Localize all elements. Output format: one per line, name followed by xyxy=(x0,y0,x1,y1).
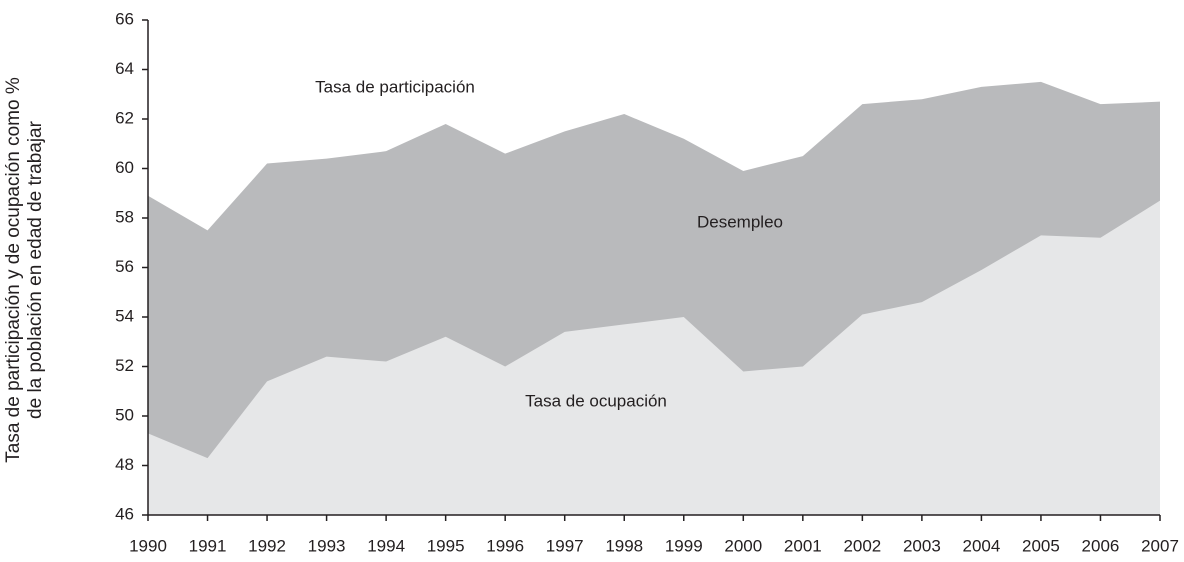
y-tick-label: 66 xyxy=(115,9,134,28)
y-tick-label: 46 xyxy=(115,504,134,523)
x-tick-label: 1999 xyxy=(665,536,703,555)
y-tick-label: 48 xyxy=(115,455,134,474)
y-tick-label: 50 xyxy=(115,405,134,424)
x-tick-label: 2003 xyxy=(903,536,941,555)
area xyxy=(148,200,1160,516)
y-tick-label: 54 xyxy=(115,306,134,325)
y-tick-label: 60 xyxy=(115,158,134,177)
x-tick-label: 1994 xyxy=(367,536,405,555)
y-tick-label: 62 xyxy=(115,108,134,127)
x-tick-label: 1997 xyxy=(546,536,584,555)
y-tick-label: 52 xyxy=(115,356,134,375)
x-tick-label: 2004 xyxy=(962,536,1000,555)
y-tick-label: 64 xyxy=(115,59,134,78)
x-tick-label: 1995 xyxy=(427,536,465,555)
x-tick-label: 2006 xyxy=(1082,536,1120,555)
series-label: Tasa de ocupación xyxy=(525,391,667,410)
x-tick-label: 1990 xyxy=(129,536,167,555)
x-tick-label: 2002 xyxy=(843,536,881,555)
x-tick-label: 2007 xyxy=(1141,536,1179,555)
x-tick-label: 1992 xyxy=(248,536,286,555)
annotation: Desempleo xyxy=(697,212,783,231)
y-axis-title: Tasa de participación y de ocupación com… xyxy=(3,77,46,463)
x-tick-label: 1993 xyxy=(308,536,346,555)
y-axis-title-line: de la población en edad de trabajar xyxy=(25,120,46,419)
x-tick-label: 2005 xyxy=(1022,536,1060,555)
x-tick-label: 2000 xyxy=(724,536,762,555)
series-label: Tasa de participación xyxy=(315,77,475,96)
x-tick-label: 2001 xyxy=(784,536,822,555)
y-tick-label: 56 xyxy=(115,257,134,276)
x-tick-label: 1991 xyxy=(189,536,227,555)
x-tick-label: 1996 xyxy=(486,536,524,555)
x-tick-label: 1998 xyxy=(605,536,643,555)
y-axis-title-line: Tasa de participación y de ocupación com… xyxy=(3,77,24,463)
y-tick-label: 58 xyxy=(115,207,134,226)
